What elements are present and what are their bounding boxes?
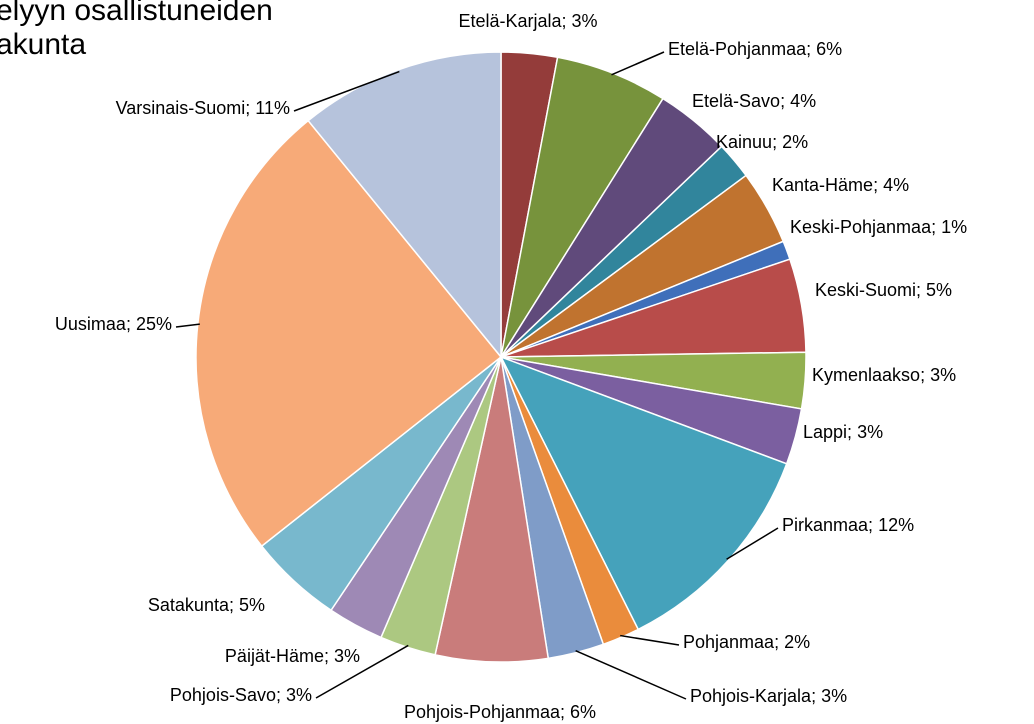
leader-line <box>315 644 409 699</box>
data-label: Lappi; 3% <box>803 422 883 442</box>
category-label: Satakunta <box>148 595 230 615</box>
label-separator: ; <box>562 11 572 31</box>
value-label: 2% <box>782 132 808 152</box>
data-label: Pohjois-Savo; 3% <box>170 685 312 705</box>
category-label: Kanta-Häme <box>772 175 873 195</box>
data-label: Keski-Pohjanmaa; 1% <box>790 217 967 237</box>
chart-title: elyyn osallistuneiden <box>0 0 273 27</box>
value-label: 3% <box>334 646 360 666</box>
value-label: 3% <box>930 365 956 385</box>
data-label: Pohjois-Karjala; 3% <box>690 686 847 706</box>
label-separator: ; <box>780 91 790 111</box>
chart-title: akunta <box>0 28 86 61</box>
value-label: 5% <box>239 595 265 615</box>
category-label: Lappi <box>803 422 847 442</box>
category-label: Uusimaa <box>55 314 127 334</box>
label-separator: ; <box>916 280 926 300</box>
category-label: Etelä-Pohjanmaa <box>668 39 807 59</box>
value-label: 1% <box>941 217 967 237</box>
value-label: 5% <box>926 280 952 300</box>
value-label: 3% <box>857 422 883 442</box>
value-label: 3% <box>286 685 312 705</box>
data-label: Pohjanmaa; 2% <box>683 632 810 652</box>
label-separator: ; <box>806 39 816 59</box>
value-label: 4% <box>883 175 909 195</box>
value-label: 6% <box>816 39 842 59</box>
data-label: Keski-Suomi; 5% <box>815 280 952 300</box>
category-label: Etelä-Karjala <box>458 11 562 31</box>
category-label: Pohjois-Karjala <box>690 686 812 706</box>
label-separator: ; <box>920 365 930 385</box>
leader-line <box>293 70 400 112</box>
value-label: 3% <box>572 11 598 31</box>
value-label: 3% <box>821 686 847 706</box>
data-label: Satakunta; 5% <box>148 595 265 615</box>
data-label: Etelä-Pohjanmaa; 6% <box>668 39 842 59</box>
category-label: Keski-Pohjanmaa <box>790 217 932 237</box>
category-label: Kainuu <box>716 132 772 152</box>
label-separator: ; <box>931 217 941 237</box>
label-separator: ; <box>772 132 782 152</box>
category-label: Pohjois-Pohjanmaa <box>404 702 561 722</box>
label-separator: ; <box>229 595 239 615</box>
label-separator: ; <box>811 686 821 706</box>
data-label: Varsinais-Suomi; 11% <box>116 98 290 118</box>
leader-line <box>575 649 687 700</box>
value-label: 12% <box>878 515 914 535</box>
label-separator: ; <box>126 314 136 334</box>
category-label: Etelä-Savo <box>692 91 780 111</box>
label-separator: ; <box>560 702 570 722</box>
label-separator: ; <box>847 422 857 442</box>
leader-line <box>611 51 665 76</box>
pie-slice <box>499 355 788 631</box>
label-separator: ; <box>245 98 255 118</box>
category-label: Päijät-Häme <box>225 646 324 666</box>
data-label: Pirkanmaa; 12% <box>782 515 914 535</box>
data-label: Päijät-Häme; 3% <box>225 646 360 666</box>
category-label: Kymenlaakso <box>812 365 920 385</box>
value-label: 4% <box>790 91 816 111</box>
leader-line <box>620 634 680 646</box>
label-separator: ; <box>774 632 784 652</box>
label-separator: ; <box>324 646 334 666</box>
value-label: 6% <box>570 702 596 722</box>
value-label: 25% <box>136 314 172 334</box>
value-label: 2% <box>784 632 810 652</box>
pie-slice <box>307 51 502 360</box>
leader-line <box>175 323 200 328</box>
data-label: Uusimaa; 25% <box>55 314 172 334</box>
category-label: Keski-Suomi <box>815 280 916 300</box>
label-separator: ; <box>873 175 883 195</box>
leader-line <box>726 527 779 560</box>
data-label: Kanta-Häme; 4% <box>772 175 909 195</box>
category-label: Varsinais-Suomi <box>116 98 246 118</box>
category-label: Pohjois-Savo <box>170 685 276 705</box>
value-label: 11% <box>255 98 290 118</box>
data-label: Pohjois-Pohjanmaa; 6% <box>404 702 596 722</box>
category-label: Pirkanmaa <box>782 515 869 535</box>
data-label: Etelä-Savo; 4% <box>692 91 816 111</box>
data-label: Kymenlaakso; 3% <box>812 365 956 385</box>
label-separator: ; <box>276 685 286 705</box>
data-label: Etelä-Karjala; 3% <box>458 11 597 31</box>
data-label: Kainuu; 2% <box>716 132 808 152</box>
label-separator: ; <box>868 515 878 535</box>
category-label: Pohjanmaa <box>683 632 775 652</box>
